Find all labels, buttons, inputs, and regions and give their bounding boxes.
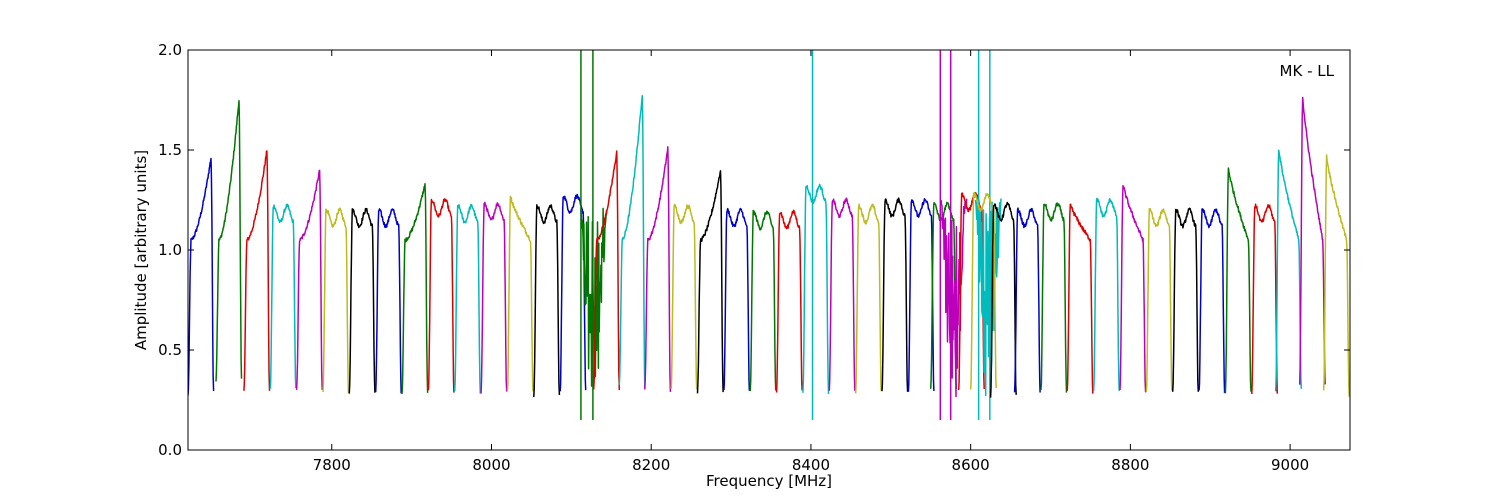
x-tick-label: 8400 xyxy=(792,456,830,474)
series-line-40 xyxy=(1145,207,1173,392)
series-line-15 xyxy=(580,207,608,387)
y-tick-label: 2.0 xyxy=(158,41,182,59)
series-layer xyxy=(188,50,1350,420)
series-line-11 xyxy=(480,201,508,394)
y-tick-label: 0.0 xyxy=(158,441,182,459)
x-tick-label: 7800 xyxy=(313,456,351,474)
series-line-39 xyxy=(1119,184,1147,393)
x-tick-label: 8200 xyxy=(632,456,670,474)
series-line-37 xyxy=(1066,203,1094,394)
plot-frame xyxy=(187,49,1351,451)
series-line-3 xyxy=(269,203,297,389)
series-line-10 xyxy=(453,203,482,394)
series-line-42 xyxy=(1198,208,1226,394)
series-line-19 xyxy=(670,203,698,390)
series-line-21 xyxy=(723,207,751,391)
x-tick-label: 8800 xyxy=(1111,456,1149,474)
series-line-46 xyxy=(1298,96,1326,385)
series-line-9 xyxy=(427,198,455,393)
series-line-36 xyxy=(1040,202,1068,393)
series-line-47 xyxy=(1322,154,1350,397)
x-tick-label: 8000 xyxy=(472,456,510,474)
series-line-43 xyxy=(1224,167,1252,394)
series-line-34 xyxy=(989,201,1017,398)
series-line-2 xyxy=(243,150,271,391)
series-line-5 xyxy=(322,207,350,394)
y-tick-label: 0.5 xyxy=(158,341,182,359)
x-axis-label: Frequency [MHz] xyxy=(706,472,832,490)
series-line-38 xyxy=(1092,197,1120,392)
x-tick-label: 8600 xyxy=(952,456,990,474)
y-axis-label: Amplitude [arbitrary units] xyxy=(132,150,150,350)
series-line-12 xyxy=(506,195,534,392)
ticks-layer: 7800 8000 8200 8400 8600 8800 9000 0.0 0.5 1.0 1.5… xyxy=(158,41,1350,474)
series-line-6 xyxy=(348,207,376,394)
series-line-4 xyxy=(295,169,323,390)
series-line-25 xyxy=(828,197,856,391)
series-line-7 xyxy=(374,208,402,394)
series-line-41 xyxy=(1171,207,1200,392)
series-line-18 xyxy=(644,146,672,392)
series-line-30 xyxy=(940,198,968,398)
series-line-44 xyxy=(1251,203,1279,395)
series-line-27 xyxy=(881,197,909,392)
series-line-1 xyxy=(215,99,243,382)
series-line-33 xyxy=(969,191,997,390)
series-line-24 xyxy=(802,183,830,394)
series-line-32 xyxy=(974,198,1002,397)
series-line-45 xyxy=(1274,149,1303,392)
series-line-20 xyxy=(696,170,724,394)
y-tick-label: 1.5 xyxy=(158,141,182,159)
series-line-31 xyxy=(957,191,985,391)
series-line-26 xyxy=(854,203,882,394)
series-line-17 xyxy=(618,94,646,388)
series-line-0 xyxy=(188,157,215,396)
y-tick-label: 1.0 xyxy=(158,241,182,259)
series-line-8 xyxy=(401,182,429,395)
series-line-28 xyxy=(907,198,935,392)
series-line-22 xyxy=(749,209,777,392)
series-line-35 xyxy=(1013,207,1041,393)
series-line-23 xyxy=(775,209,803,393)
x-tick-label: 9000 xyxy=(1271,456,1309,474)
series-line-13 xyxy=(533,204,561,398)
series-line-16 xyxy=(592,150,621,391)
chart-annotation: MK - LL xyxy=(1280,62,1335,80)
